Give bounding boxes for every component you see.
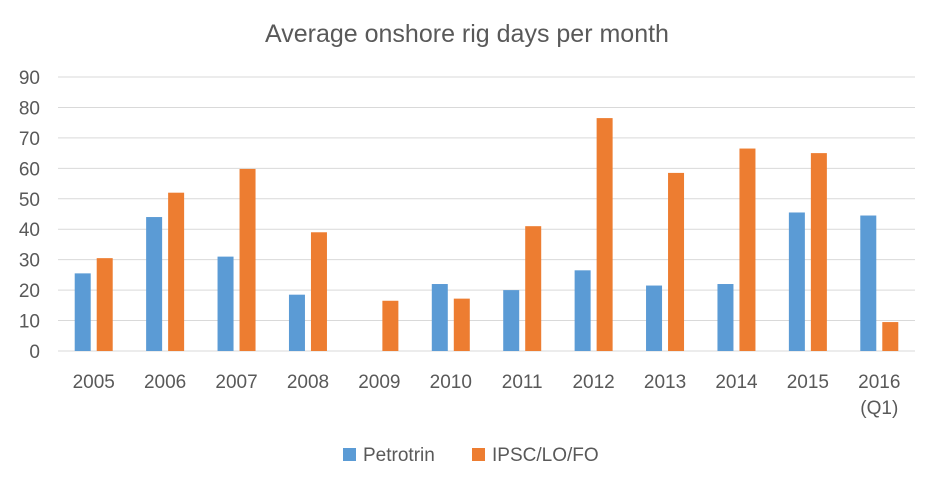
bar-ipsc-lo-fo-2015 bbox=[810, 153, 827, 351]
bar-petrotrin-2014 bbox=[717, 284, 734, 351]
bar-petrotrin-2005 bbox=[74, 273, 91, 351]
x-tick-label: 2011 bbox=[502, 372, 543, 393]
gridlines bbox=[58, 76, 915, 352]
bar-ipsc-lo-fo-2011 bbox=[525, 226, 542, 351]
bar-petrotrin-2008 bbox=[288, 294, 305, 351]
y-tick-label: 90 bbox=[19, 68, 40, 89]
legend-label-petrotrin: Petrotrin bbox=[363, 445, 435, 466]
y-tick-label: 60 bbox=[19, 159, 40, 180]
bar-petrotrin-2013 bbox=[646, 285, 663, 351]
y-tick-label: 40 bbox=[19, 220, 40, 241]
bar-petrotrin-2010 bbox=[431, 284, 448, 351]
x-tick-label: 2007 bbox=[215, 372, 257, 393]
x-tick-label: 2005 bbox=[73, 372, 115, 393]
legend-swatch-ipsc-lo-fo bbox=[472, 448, 485, 461]
chart-title: Average onshore rig days per month bbox=[265, 20, 669, 48]
legend: Petrotrin IPSC/LO/FO bbox=[343, 445, 599, 466]
bar-petrotrin-2016-q1 bbox=[860, 215, 877, 351]
x-tick-label: 2009 bbox=[358, 372, 400, 393]
bar-ipsc-lo-fo-2007 bbox=[239, 168, 256, 351]
bar-ipsc-lo-fo-2009 bbox=[382, 300, 399, 351]
y-tick-label: 50 bbox=[19, 190, 40, 211]
bar-ipsc-lo-fo-2016-q1 bbox=[882, 322, 899, 351]
x-tick-label: 2008 bbox=[287, 372, 329, 393]
x-tick-label: 2016 (Q1) bbox=[858, 372, 900, 419]
bar-ipsc-lo-fo-2008 bbox=[310, 232, 327, 351]
y-tick-label: 30 bbox=[19, 251, 40, 272]
bar-petrotrin-2006 bbox=[146, 217, 163, 351]
bars bbox=[74, 118, 899, 351]
y-axis-ticks: 0 10 20 30 40 50 60 70 80 90 bbox=[19, 68, 40, 363]
bar-petrotrin-2015 bbox=[788, 212, 805, 351]
bar-ipsc-lo-fo-2014 bbox=[739, 148, 756, 351]
bar-ipsc-lo-fo-2012 bbox=[596, 118, 613, 351]
x-axis-ticks: 2005 2006 2007 2008 2009 2010 2011 2012 2013 2014… bbox=[73, 372, 901, 419]
x-tick-label: 2012 bbox=[572, 372, 614, 393]
y-tick-label: 20 bbox=[19, 281, 40, 302]
bar-ipsc-lo-fo-2005 bbox=[96, 258, 113, 351]
y-tick-label: 10 bbox=[19, 312, 40, 333]
y-tick-label: 70 bbox=[19, 129, 40, 150]
bar-petrotrin-2011 bbox=[503, 290, 520, 351]
legend-label-ipsc-lo-fo: IPSC/LO/FO bbox=[492, 445, 599, 466]
x-tick-label: 2013 bbox=[644, 372, 686, 393]
bar-petrotrin-2012 bbox=[574, 270, 591, 351]
bar-ipsc-lo-fo-2013 bbox=[668, 172, 685, 351]
x-tick-label: 2010 bbox=[430, 372, 472, 393]
x-tick-label: 2014 bbox=[715, 372, 758, 393]
bar-ipsc-lo-fo-2010 bbox=[453, 298, 470, 351]
x-tick-label: 2006 bbox=[144, 372, 186, 393]
x-tick-label: 2015 bbox=[787, 372, 829, 393]
y-tick-label: 0 bbox=[29, 342, 40, 363]
bar-ipsc-lo-fo-2006 bbox=[168, 192, 185, 351]
legend-swatch-petrotrin bbox=[343, 448, 356, 461]
bar-petrotrin-2007 bbox=[217, 256, 234, 351]
y-tick-label: 80 bbox=[19, 98, 40, 119]
